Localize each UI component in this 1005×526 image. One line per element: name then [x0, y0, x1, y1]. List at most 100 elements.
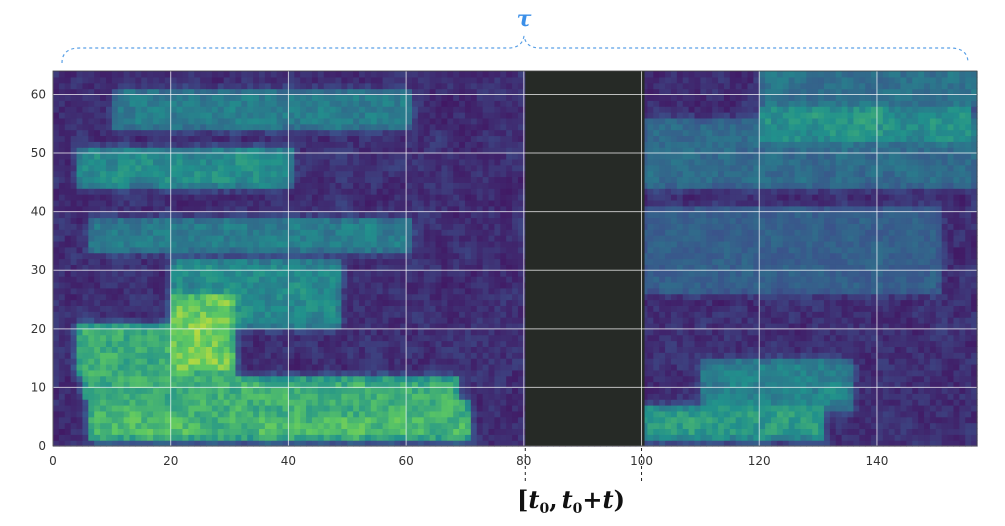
heatmap-cell — [117, 375, 125, 383]
heatmap-cell — [747, 399, 754, 406]
heatmap-cell — [300, 317, 307, 324]
heatmap-cell — [841, 404, 849, 412]
heatmap-cell — [653, 270, 660, 277]
heatmap-cell — [794, 328, 802, 336]
heatmap-cell — [105, 334, 113, 342]
heatmap-cell — [506, 358, 513, 365]
heatmap-cell — [800, 287, 807, 295]
heatmap-cell — [253, 399, 260, 406]
heatmap-cell — [653, 311, 660, 318]
heatmap-cell — [653, 299, 660, 306]
heatmap-cell — [270, 422, 278, 430]
heatmap-cell — [170, 264, 178, 271]
heatmap-cell — [100, 340, 107, 347]
heatmap-cell — [488, 340, 496, 347]
heatmap-cell — [76, 317, 84, 324]
heatmap-cell — [723, 305, 731, 312]
heatmap-cell — [129, 281, 136, 289]
heatmap-cell — [712, 258, 719, 265]
heatmap-cell — [924, 416, 931, 424]
heatmap-cell — [906, 270, 913, 277]
heatmap-cell — [464, 381, 472, 389]
heatmap-cell — [888, 293, 896, 301]
heatmap-cell — [876, 276, 884, 283]
heatmap-cell — [359, 328, 366, 336]
heatmap-cell — [835, 399, 843, 406]
heatmap-cell — [688, 287, 696, 295]
heatmap-cell — [88, 340, 95, 347]
heatmap-cell — [859, 410, 866, 418]
heatmap-cell — [347, 428, 354, 435]
heatmap-cell — [482, 358, 490, 365]
heatmap-cell — [359, 264, 366, 271]
heatmap-cell — [688, 317, 696, 324]
heatmap-cell — [476, 399, 484, 406]
heatmap-cell — [882, 340, 890, 347]
heatmap-cell — [294, 346, 301, 353]
heatmap-cell — [223, 381, 231, 389]
heatmap-cell — [253, 340, 260, 347]
heatmap-cell — [641, 293, 649, 301]
heatmap-cell — [294, 299, 301, 306]
heatmap-cell — [235, 440, 242, 447]
heatmap-cell — [759, 410, 766, 418]
heatmap-cell — [311, 311, 319, 318]
heatmap-cell — [400, 404, 407, 412]
heatmap-cell — [253, 422, 260, 430]
heatmap-cell — [659, 422, 666, 430]
heatmap-cell — [688, 399, 696, 406]
heatmap-cell — [94, 311, 101, 318]
heatmap-cell — [470, 422, 478, 430]
heatmap-cell — [700, 375, 707, 383]
heatmap-cell — [288, 299, 295, 306]
heatmap-cell — [329, 305, 337, 312]
heatmap-cell — [282, 428, 290, 435]
heatmap-cell — [364, 428, 372, 435]
heatmap-cell — [311, 346, 319, 353]
heatmap-cell — [294, 434, 301, 441]
heatmap-cell — [718, 422, 725, 430]
heatmap-cell — [217, 381, 225, 389]
heatmap-cell — [111, 387, 119, 394]
heatmap-cell — [459, 381, 466, 389]
heatmap-cell — [500, 264, 507, 271]
heatmap-cell — [670, 410, 678, 418]
heatmap-cell — [800, 270, 807, 277]
heatmap-cell — [823, 322, 831, 330]
heatmap-cell — [688, 358, 696, 365]
heatmap-cell — [400, 440, 407, 447]
heatmap-cell — [835, 340, 843, 347]
heatmap-cell — [647, 287, 654, 295]
heatmap-cell — [682, 416, 690, 424]
heatmap-cell — [665, 264, 672, 271]
heatmap-cell — [947, 281, 955, 289]
heatmap-cell — [194, 434, 201, 441]
heatmap-cell — [682, 322, 690, 330]
heatmap-cell — [153, 369, 160, 377]
heatmap-cell — [865, 387, 872, 394]
heatmap-cell — [247, 422, 254, 430]
heatmap-cell — [135, 428, 142, 435]
heatmap-cell — [347, 299, 354, 306]
heatmap-cell — [517, 375, 525, 383]
heatmap-cell — [359, 340, 366, 347]
heatmap-cell — [258, 258, 266, 265]
heatmap-cell — [329, 393, 337, 400]
heatmap-cell — [965, 334, 972, 342]
heatmap-cell — [653, 387, 660, 394]
heatmap-cell — [653, 352, 660, 359]
heatmap-cell — [935, 410, 943, 418]
heatmap-cell — [512, 270, 519, 277]
heatmap-cell — [876, 440, 884, 447]
heatmap-cell — [753, 281, 760, 289]
heatmap-cell — [88, 264, 95, 271]
heatmap-cell — [412, 440, 419, 447]
heatmap-cell — [388, 404, 395, 412]
heatmap-cell — [447, 305, 454, 312]
heatmap-cell — [688, 293, 696, 301]
heatmap-cell — [765, 352, 772, 359]
heatmap-cell — [653, 404, 660, 412]
heatmap-cell — [153, 334, 160, 342]
heatmap-cell — [400, 328, 407, 336]
heatmap-cell — [258, 311, 266, 318]
